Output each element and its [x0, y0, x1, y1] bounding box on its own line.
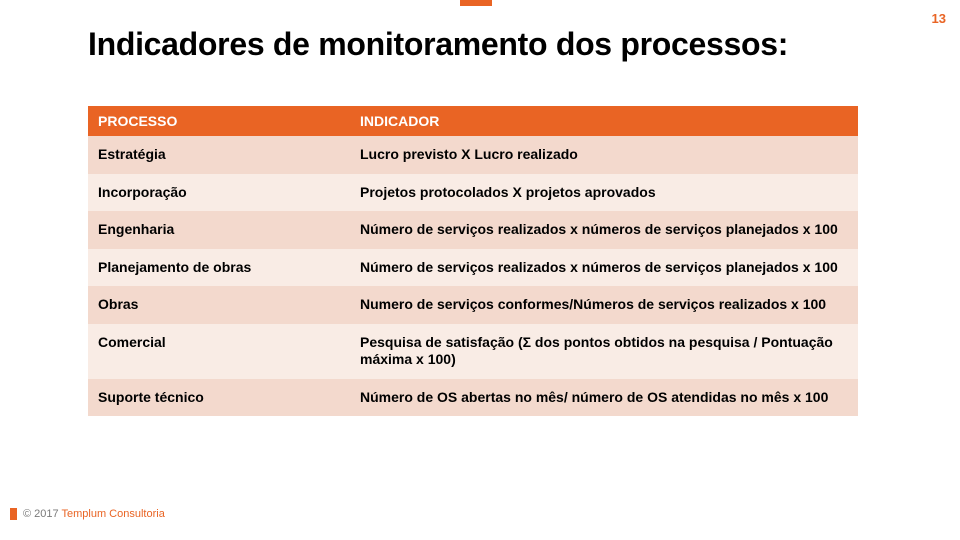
top-accent-bar — [460, 0, 492, 6]
cell-processo: Estratégia — [88, 136, 350, 174]
slide-title: Indicadores de monitoramento dos process… — [88, 26, 858, 64]
indicators-table: PROCESSO INDICADOR Estratégia Lucro prev… — [88, 106, 858, 416]
table-row: Engenharia Número de serviços realizados… — [88, 211, 858, 249]
cell-indicador: Número de serviços realizados x números … — [350, 249, 858, 287]
cell-indicador: Número de serviços realizados x números … — [350, 211, 858, 249]
col-header-processo: PROCESSO — [88, 106, 350, 136]
cell-indicador: Projetos protocolados X projetos aprovad… — [350, 174, 858, 212]
cell-indicador: Numero de serviços conformes/Números de … — [350, 286, 858, 324]
cell-indicador: Lucro previsto X Lucro realizado — [350, 136, 858, 174]
footer-brand: Templum Consultoria — [62, 508, 165, 520]
table-row: Suporte técnico Número de OS abertas no … — [88, 379, 858, 417]
page-number: 13 — [932, 11, 946, 26]
cell-processo: Incorporação — [88, 174, 350, 212]
cell-processo: Engenharia — [88, 211, 350, 249]
col-header-indicador: INDICADOR — [350, 106, 858, 136]
cell-processo: Obras — [88, 286, 350, 324]
table-row: Estratégia Lucro previsto X Lucro realiz… — [88, 136, 858, 174]
table-row: Incorporação Projetos protocolados X pro… — [88, 174, 858, 212]
cell-processo: Comercial — [88, 324, 350, 379]
table-row: Comercial Pesquisa de satisfação (Σ dos … — [88, 324, 858, 379]
footer: © 2017 Templum Consultoria — [10, 508, 165, 520]
cell-processo: Suporte técnico — [88, 379, 350, 417]
table-header-row: PROCESSO INDICADOR — [88, 106, 858, 136]
cell-indicador: Pesquisa de satisfação (Σ dos pontos obt… — [350, 324, 858, 379]
table-row: Obras Numero de serviços conformes/Númer… — [88, 286, 858, 324]
cell-indicador: Número de OS abertas no mês/ número de O… — [350, 379, 858, 417]
table-row: Planejamento de obras Número de serviços… — [88, 249, 858, 287]
footer-copyright-text: © 2017 — [23, 508, 62, 520]
cell-processo: Planejamento de obras — [88, 249, 350, 287]
footer-accent-icon — [10, 508, 17, 520]
footer-copyright: © 2017 Templum Consultoria — [23, 508, 165, 520]
